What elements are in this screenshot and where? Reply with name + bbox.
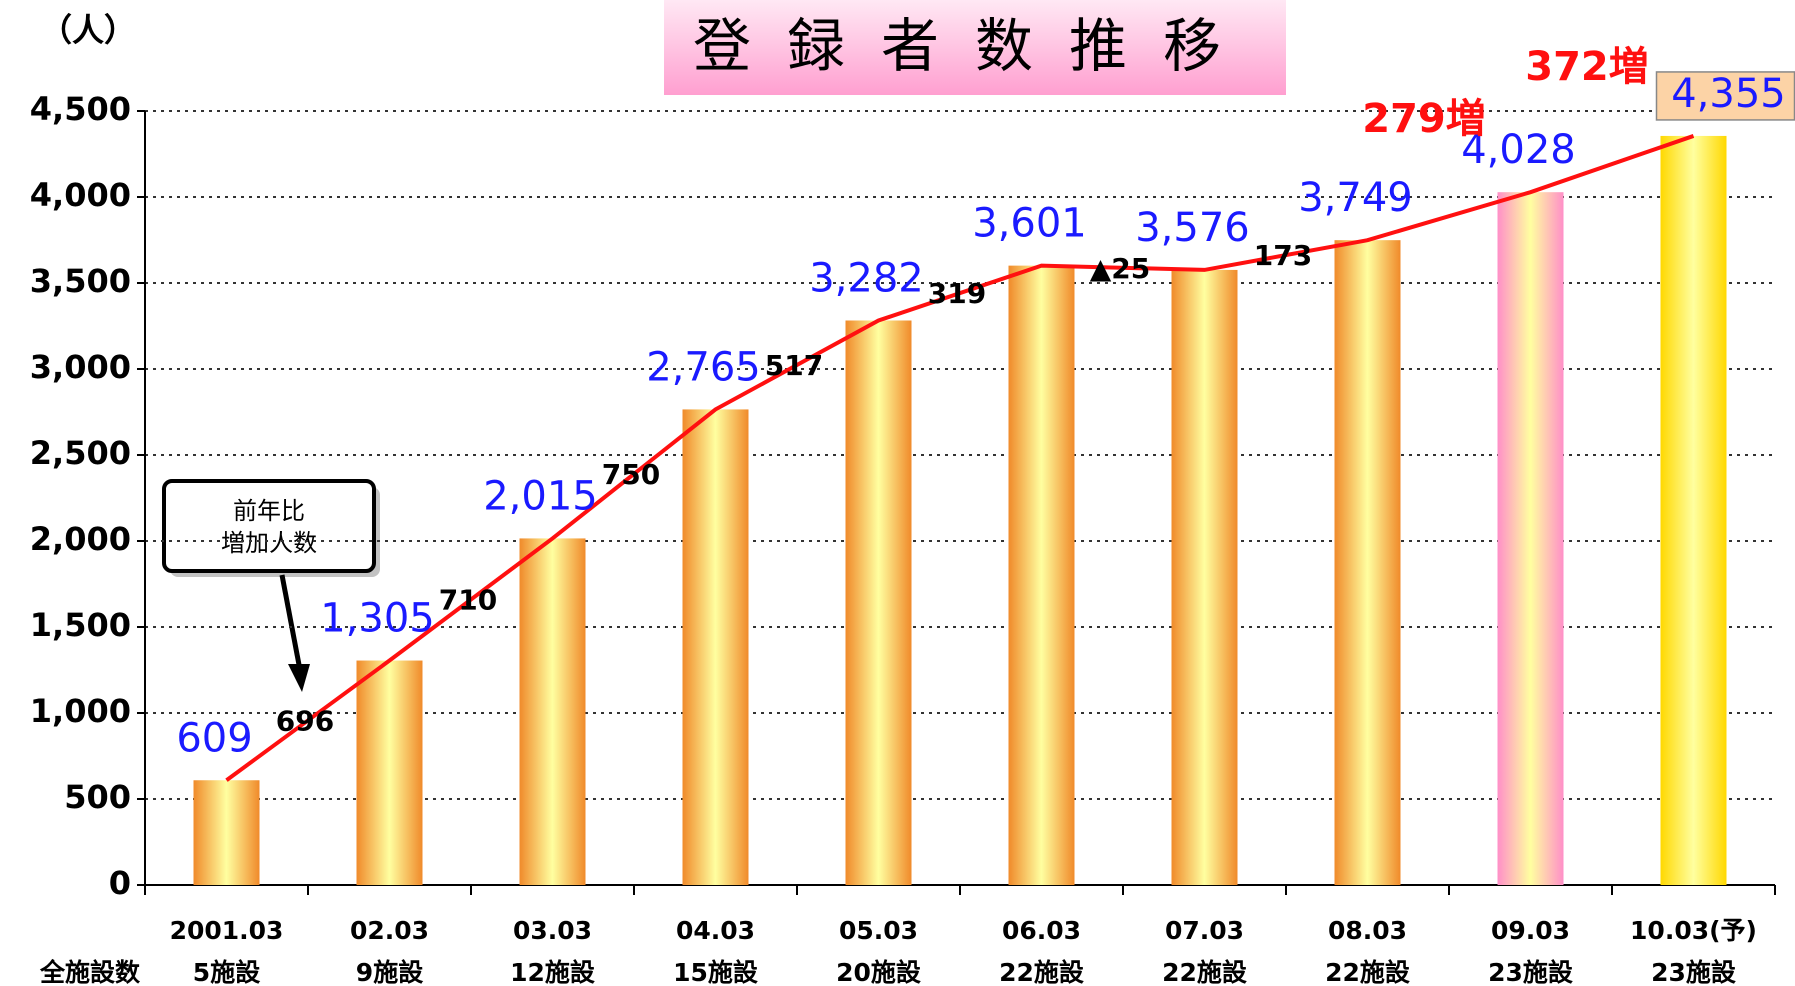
y-tick-label: 0 bbox=[109, 864, 131, 902]
facility-label: 23施設 bbox=[1651, 958, 1737, 986]
increase-label: 173 bbox=[1254, 239, 1312, 272]
callout-arrowhead bbox=[288, 664, 310, 692]
facility-label: 22施設 bbox=[1325, 958, 1411, 986]
facility-label: 5施設 bbox=[193, 958, 261, 986]
callout-arrow bbox=[279, 574, 303, 671]
y-tick-label: 1,000 bbox=[30, 692, 131, 730]
increase-label: 710 bbox=[439, 583, 497, 616]
increase-label: 372増 bbox=[1525, 44, 1649, 90]
x-tick-label: 04.03 bbox=[676, 916, 755, 945]
facility-row-label: 全施設数 bbox=[39, 958, 141, 986]
facility-label: 15施設 bbox=[673, 958, 759, 986]
y-tick-label: 3,500 bbox=[30, 262, 131, 300]
facility-label: 20施設 bbox=[836, 958, 922, 986]
facility-label: 12施設 bbox=[510, 958, 596, 986]
bar bbox=[682, 409, 749, 885]
facility-label: 22施設 bbox=[999, 958, 1085, 986]
increase-label: 279増 bbox=[1362, 96, 1486, 142]
y-tick-label: 3,000 bbox=[30, 348, 131, 386]
bar bbox=[193, 780, 260, 885]
callout-box bbox=[162, 479, 376, 573]
y-tick-label: 4,000 bbox=[30, 176, 131, 214]
facility-label: 23施設 bbox=[1488, 958, 1574, 986]
y-tick-label: 500 bbox=[64, 778, 131, 816]
bar bbox=[845, 320, 912, 886]
x-tick-label: 02.03 bbox=[350, 916, 429, 945]
y-tick-label: 4,500 bbox=[30, 90, 131, 128]
bar bbox=[1497, 192, 1564, 885]
increase-label: 696 bbox=[276, 704, 334, 737]
increase-label: 750 bbox=[602, 458, 660, 491]
x-tick-label: 10.03(予) bbox=[1630, 916, 1757, 945]
value-label: 3,749 bbox=[1298, 175, 1413, 221]
bar bbox=[1660, 135, 1727, 885]
value-label: 1,305 bbox=[320, 596, 435, 642]
value-label-box bbox=[1655, 71, 1795, 121]
bar bbox=[1171, 269, 1238, 886]
value-label: 4,355 bbox=[1671, 71, 1786, 117]
value-label: 609 bbox=[176, 715, 252, 761]
y-tick-label: 2,500 bbox=[30, 434, 131, 472]
increase-label: 319 bbox=[928, 277, 986, 310]
x-tick-label: 06.03 bbox=[1002, 916, 1081, 945]
bar bbox=[1008, 265, 1075, 885]
x-tick-label: 05.03 bbox=[839, 916, 918, 945]
value-label: 2,015 bbox=[483, 473, 598, 519]
value-label: 3,601 bbox=[972, 201, 1087, 247]
increase-label: 517 bbox=[765, 349, 823, 382]
callout-text: 増加人数 bbox=[221, 529, 317, 557]
bar bbox=[519, 538, 586, 885]
facility-label: 9施設 bbox=[356, 958, 424, 986]
bar bbox=[1334, 240, 1401, 885]
x-tick-label: 03.03 bbox=[513, 916, 592, 945]
value-label: 3,576 bbox=[1135, 205, 1250, 251]
y-unit: （人） bbox=[40, 11, 136, 49]
y-tick-label: 1,500 bbox=[30, 606, 131, 644]
x-tick-label: 2001.03 bbox=[170, 916, 284, 945]
x-tick-label: 07.03 bbox=[1165, 916, 1244, 945]
value-label: 4,028 bbox=[1461, 127, 1576, 173]
total-line bbox=[225, 134, 1695, 782]
x-tick-label: 08.03 bbox=[1328, 916, 1407, 945]
value-label: 2,765 bbox=[646, 344, 761, 390]
y-tick-label: 2,000 bbox=[30, 520, 131, 558]
bar bbox=[356, 660, 423, 885]
value-label: 3,282 bbox=[809, 255, 924, 301]
x-tick-label: 09.03 bbox=[1491, 916, 1570, 945]
facility-label: 22施設 bbox=[1162, 958, 1248, 986]
chart-title: 登録者数推移 bbox=[693, 12, 1257, 80]
callout-text: 前年比 bbox=[233, 497, 305, 525]
title-box bbox=[664, 0, 1286, 95]
increase-label: ▲25 bbox=[1090, 252, 1151, 285]
